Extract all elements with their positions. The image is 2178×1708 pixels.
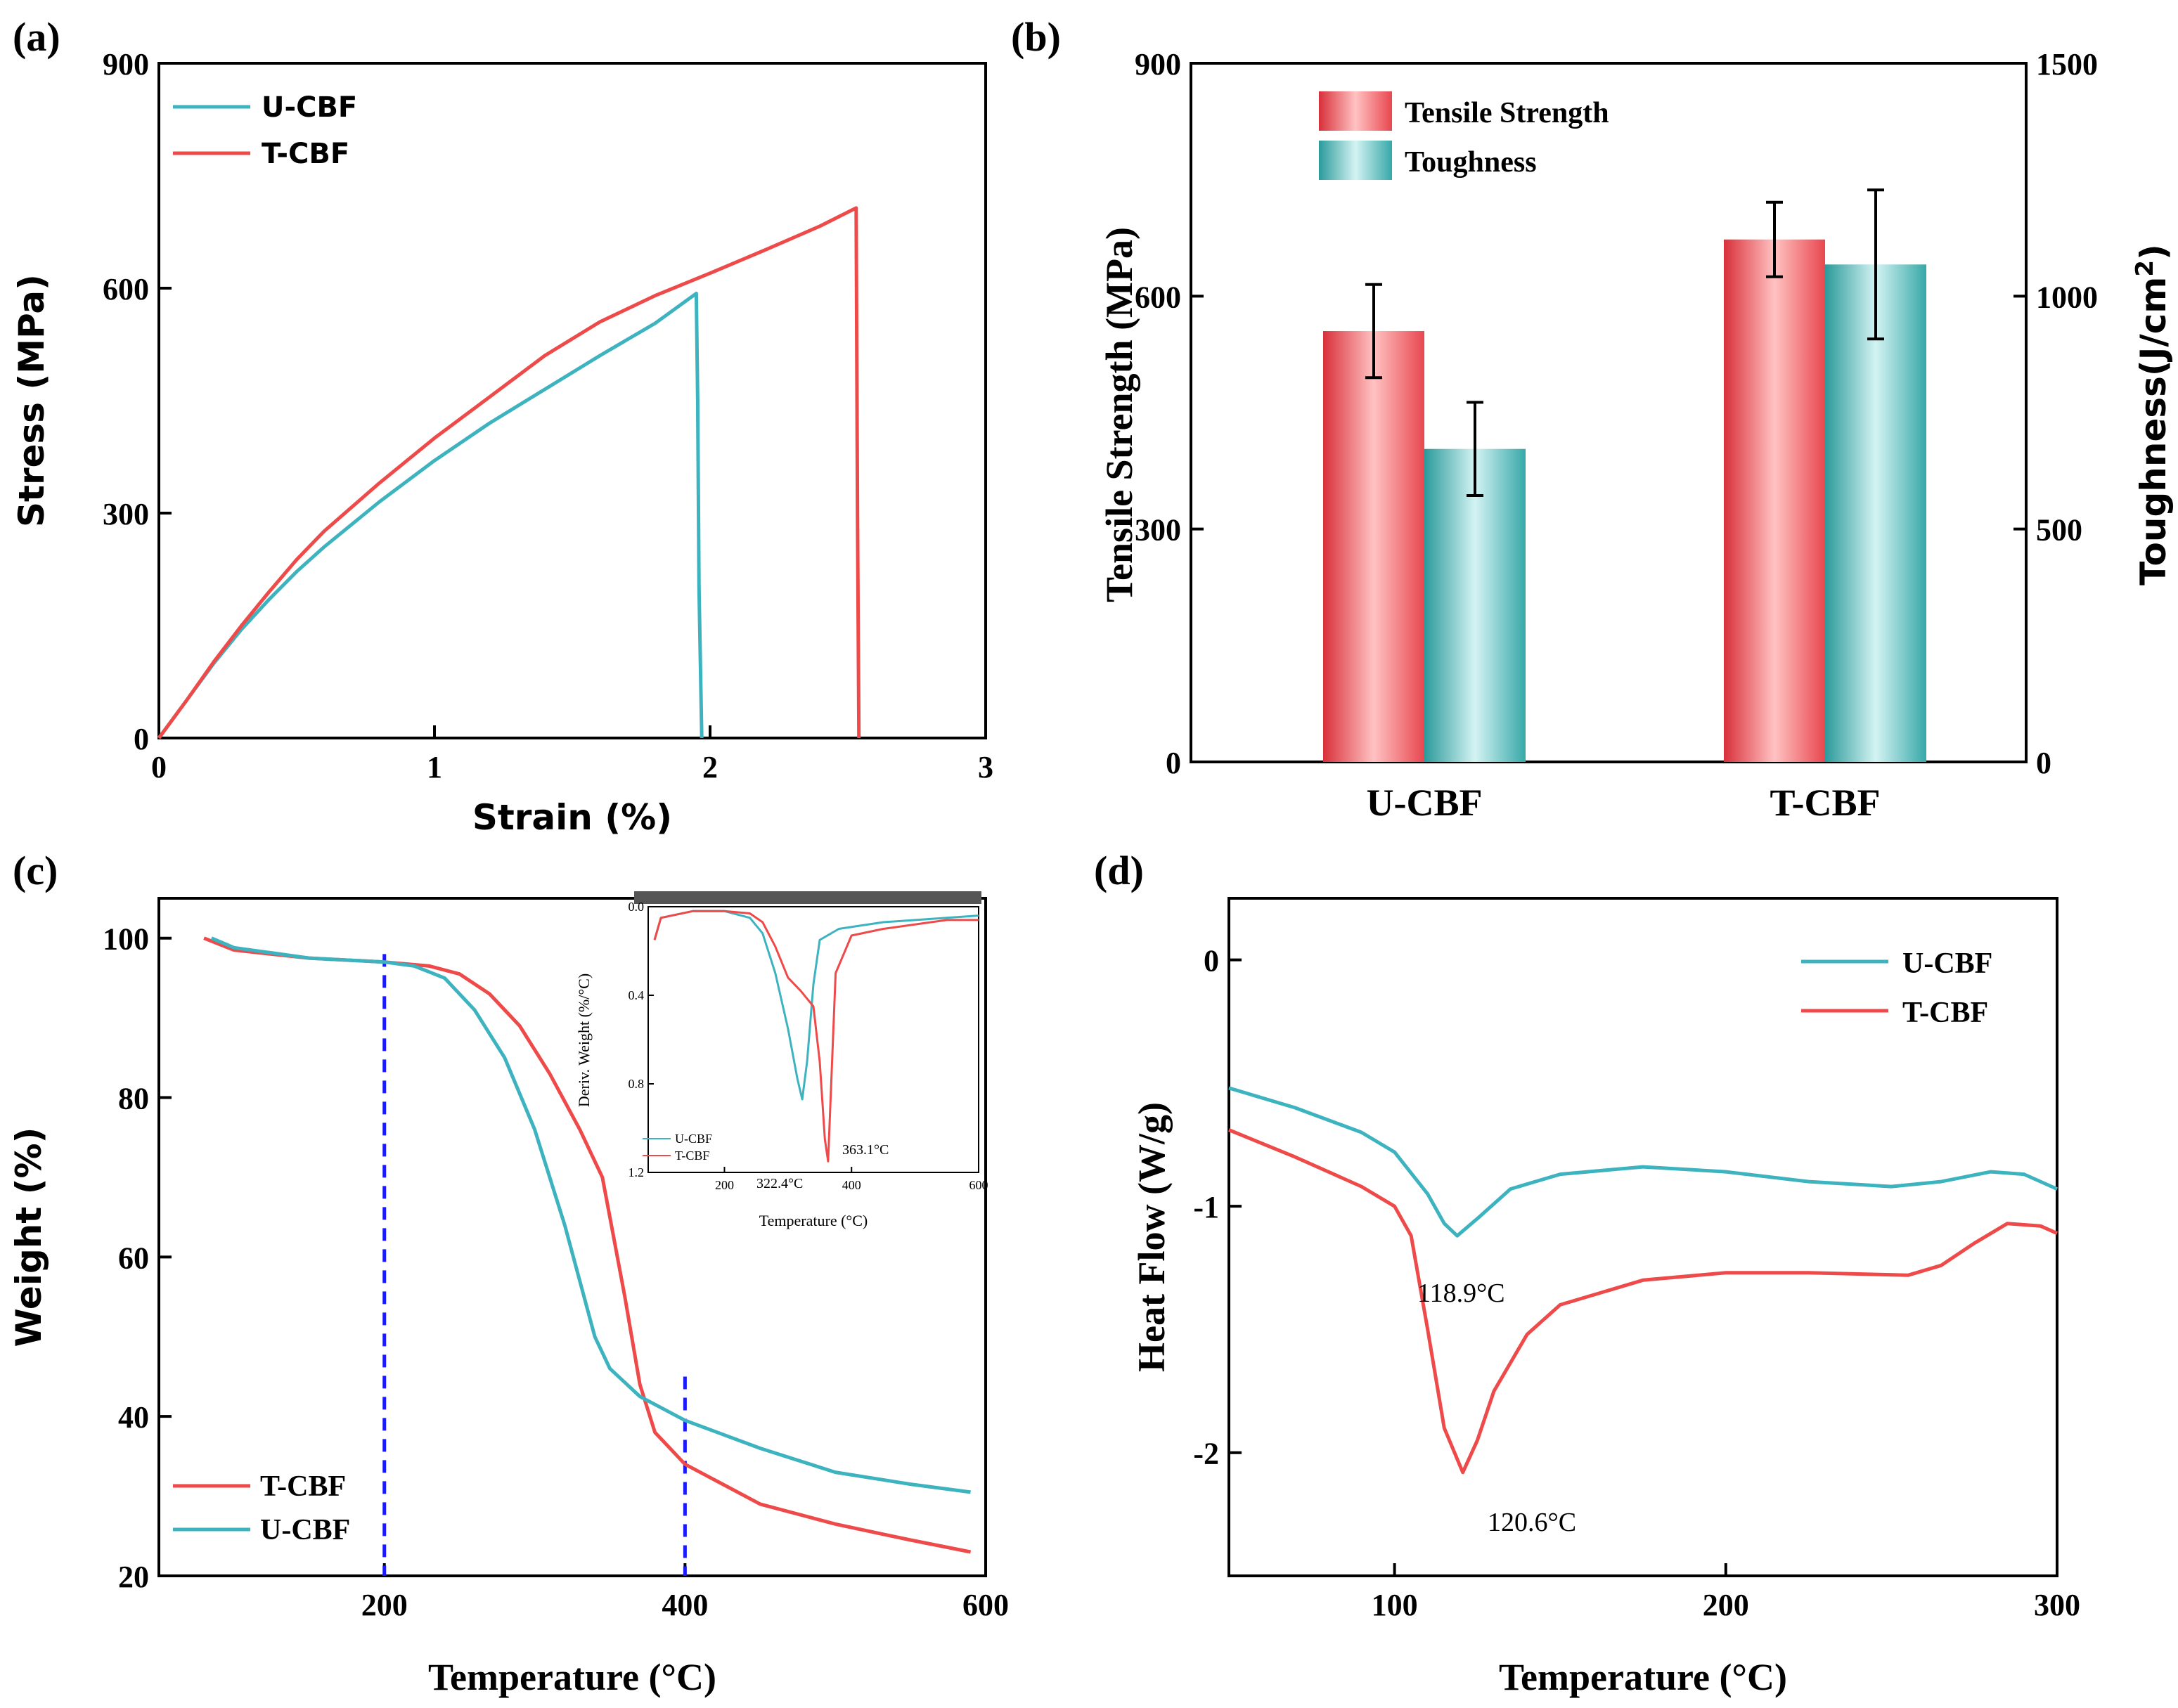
y-tick-label-b: 0 xyxy=(1166,746,1181,780)
y-tick-label-a: 300 xyxy=(103,497,149,531)
inset-legend-label-t-cbf: T-CBF xyxy=(675,1149,709,1163)
x-tick-label-a: 1 xyxy=(427,750,442,784)
y-axis-title-c: Weight (%) xyxy=(8,1127,49,1347)
panel-b: (b) 0 300 600 900 0 500 1000 1500 U-CBF T-CBF Ten… xyxy=(1011,14,2174,824)
legend-swatch-tensile xyxy=(1319,91,1392,131)
inset-y-tick-label: 0.4 xyxy=(629,988,645,1002)
inset-x-title: Temperature (°C) xyxy=(759,1212,868,1229)
x-tick-label-d: 200 xyxy=(1703,1588,1749,1622)
y-tick-label-c: 40 xyxy=(118,1400,149,1435)
inset-y-tick-label: 0.0 xyxy=(629,900,645,914)
y-axis-title-a: Stress (MPa) xyxy=(11,274,52,527)
inset-legend-label-u-cbf: U-CBF xyxy=(675,1132,712,1146)
legend-swatch-toughness xyxy=(1319,141,1392,180)
y-tick-label-b: 600 xyxy=(1135,280,1181,314)
inset-top-bar xyxy=(634,891,981,904)
inset-derivative: 200 400 600 0.0 0.4 0.8 1.2 Temperature (°C) D… xyxy=(575,891,988,1229)
x-tick-label-a: 3 xyxy=(978,750,993,784)
panel-label-a: (a) xyxy=(13,14,60,60)
inset-y-tick-label: 1.2 xyxy=(629,1165,645,1179)
annotation-u-cbf-peak: 118.9°C xyxy=(1417,1279,1505,1308)
legend-label-u-cbf-d: U-CBF xyxy=(1902,947,1992,980)
panel-label-b: (b) xyxy=(1011,14,1061,60)
legend-label-t-cbf-d: T-CBF xyxy=(1902,997,1988,1029)
y2-tick-label-b: 500 xyxy=(2036,513,2082,548)
x-tick-label-d: 100 xyxy=(1372,1588,1418,1622)
panel-label-c: (c) xyxy=(13,848,58,893)
y-tick-label-c: 60 xyxy=(118,1241,149,1275)
x-axis-title-d: Temperature (°C) xyxy=(1499,1656,1787,1698)
bar-toughness xyxy=(1424,448,1526,762)
series-line-d-0 xyxy=(1228,1086,2058,1238)
panel-d: (d) 100 200 300 -2 -1 0 Temperature (°C) Heat… xyxy=(1094,848,2080,1698)
x-tick-label-d: 300 xyxy=(2034,1588,2080,1622)
inset-frame xyxy=(647,906,979,1173)
inset-series-line-1 xyxy=(653,910,979,1163)
inset-x-tick-label: 400 xyxy=(842,1178,861,1192)
plot-frame-d xyxy=(1227,897,2058,1577)
legend-d: U-CBF T-CBF xyxy=(1801,947,1992,1029)
y-tick-label-c: 20 xyxy=(118,1560,149,1594)
category-label-b: U-CBF xyxy=(1367,782,1483,824)
x-tick-label-a: 0 xyxy=(151,750,167,784)
legend-a: U-CBF T-CBF xyxy=(173,91,357,170)
plot-frame-a xyxy=(157,62,987,739)
y-tick-label-d: -1 xyxy=(1193,1190,1219,1224)
legend-b: Tensile Strength Toughness xyxy=(1319,91,1609,180)
y-tick-label-d: 0 xyxy=(1204,944,1219,978)
inset-annotation-u-cbf: 322.4°C xyxy=(756,1176,803,1191)
y-tick-label-d: -2 xyxy=(1193,1437,1219,1471)
legend-label-t-cbf-c: T-CBF xyxy=(260,1470,346,1503)
series-line-c-1 xyxy=(210,936,971,1494)
series-line-a-0 xyxy=(157,292,704,739)
legend-label-toughness: Toughness xyxy=(1405,146,1537,179)
y2-tick-label-b: 1500 xyxy=(2036,47,2098,82)
y-tick-label-c: 100 xyxy=(103,922,149,957)
annotation-t-cbf-peak: 120.6°C xyxy=(1488,1508,1576,1537)
inset-y-title: Deriv. Weight (%/°C) xyxy=(575,973,593,1107)
category-label-b: T-CBF xyxy=(1770,782,1880,824)
panel-a: (a) 0 1 2 3 0 300 600 900 Strain (%) Stress (MP… xyxy=(11,14,993,838)
y-tick-label-c: 80 xyxy=(118,1082,149,1116)
series-line-d-1 xyxy=(1228,1128,2058,1475)
legend-label-tensile: Tensile Strength xyxy=(1405,97,1609,129)
legend-label-u-cbf-a: U-CBF xyxy=(262,91,357,124)
series-line-a-1 xyxy=(157,206,861,739)
legend-label-t-cbf-a: T-CBF xyxy=(262,138,349,170)
y2-tick-label-b: 1000 xyxy=(2036,280,2098,314)
y2-axis-title-b: Toughness(J/cm2) xyxy=(2131,244,2174,585)
y2-axis-title-close: ) xyxy=(2133,244,2174,260)
panel-label-d: (d) xyxy=(1094,848,1144,893)
y-tick-label-a: 0 xyxy=(134,722,149,756)
plot-frame-c xyxy=(157,897,987,1577)
x-tick-label-c: 200 xyxy=(361,1588,408,1622)
y-axis-title-b: Tensile Strength (MPa) xyxy=(1098,227,1140,602)
bar-tensile xyxy=(1323,331,1424,762)
y-axis-title-d: Heat Flow (W/g) xyxy=(1130,1102,1173,1372)
y-tick-label-b: 300 xyxy=(1135,513,1181,548)
inset-legend: U-CBF T-CBF xyxy=(643,1132,712,1163)
inset-annotation-t-cbf: 363.1°C xyxy=(842,1142,889,1158)
inset-x-tick-label: 200 xyxy=(715,1178,734,1192)
bar-toughness xyxy=(1825,264,1926,763)
x-tick-label-c: 400 xyxy=(662,1588,708,1622)
bar-tensile xyxy=(1724,239,1825,763)
y2-axis-title-sup: 2 xyxy=(2131,260,2159,277)
y2-tick-label-b: 0 xyxy=(2036,746,2051,780)
panel-c: (c) 200 400 600 20 40 60 80 100 Temperature (°C… xyxy=(8,848,1009,1698)
y-tick-label-a: 600 xyxy=(103,272,149,306)
x-axis-title-c: Temperature (°C) xyxy=(428,1656,716,1698)
legend-label-u-cbf-c: U-CBF xyxy=(260,1514,350,1546)
plot-frame-b xyxy=(1190,62,2028,763)
legend-c: T-CBF U-CBF xyxy=(173,1470,350,1546)
y-tick-label-b: 900 xyxy=(1135,47,1181,82)
inset-x-tick-label: 600 xyxy=(969,1178,988,1192)
x-tick-label-a: 2 xyxy=(702,750,718,784)
x-axis-title-a: Strain (%) xyxy=(472,797,672,838)
x-tick-label-c: 600 xyxy=(962,1588,1009,1622)
inset-y-tick-label: 0.8 xyxy=(629,1077,645,1091)
y-tick-label-a: 900 xyxy=(103,47,149,82)
y2-axis-title-main: Toughness(J/cm xyxy=(2133,277,2174,585)
